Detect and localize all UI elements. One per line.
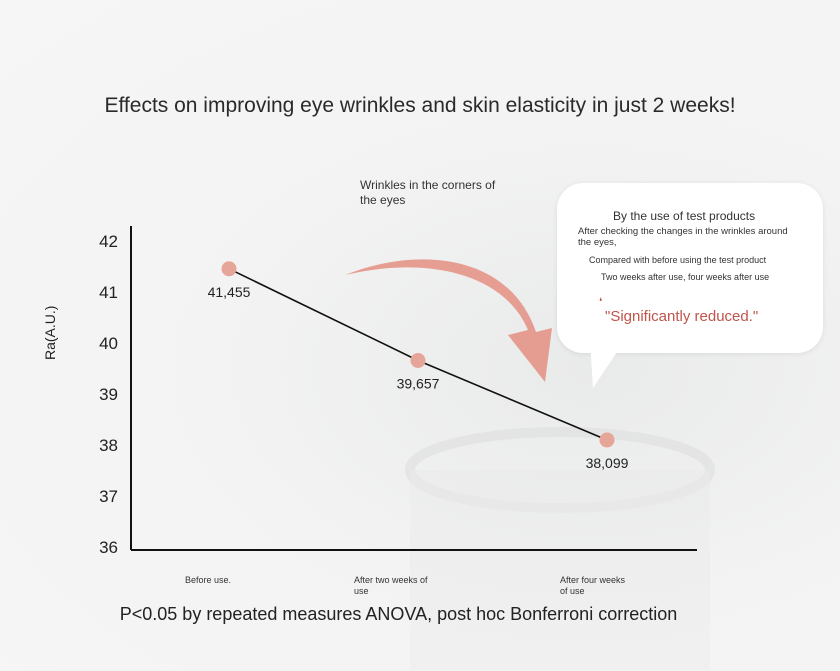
- callout-bubble: By the use of test products After checki…: [557, 183, 823, 353]
- y-tick-label: 39: [99, 385, 118, 404]
- data-point: [221, 261, 237, 277]
- callout-quote: "Significantly reduced.": [605, 308, 759, 325]
- data-label: 38,099: [586, 455, 629, 471]
- callout-heading: By the use of test products: [613, 209, 756, 223]
- curved-arrow: [345, 259, 552, 382]
- chart-title: Wrinkles in the corners of the eyes: [360, 178, 496, 207]
- callout-line-2: Compared with before using the test prod…: [589, 255, 767, 265]
- y-axis-label: Ra(A.U.): [42, 305, 58, 360]
- callout-line-3: Two weeks after use, four weeks after us…: [601, 272, 770, 282]
- y-tick-label: 37: [99, 487, 118, 506]
- x-tick-label: After two weeks of use: [354, 575, 428, 596]
- page-title: Effects on improving eye wrinkles and sk…: [104, 94, 736, 117]
- y-tick-label: 40: [99, 334, 118, 353]
- background-glass: [405, 427, 715, 670]
- data-point: [410, 352, 426, 368]
- y-tick-label: 36: [99, 538, 118, 557]
- x-tick-label: After four weeks of use: [560, 575, 626, 596]
- y-tick-label: 38: [99, 436, 118, 455]
- data-label: 39,657: [397, 375, 440, 391]
- callout-line-1: After checking the changes in the wrinkl…: [578, 226, 788, 248]
- callout-tail: [590, 340, 625, 388]
- footnote: P<0.05 by repeated measures ANOVA, post …: [119, 604, 678, 624]
- data-label: 41,455: [208, 284, 251, 300]
- y-tick-label: 41: [99, 283, 118, 302]
- y-tick-label: 42: [99, 232, 118, 251]
- quote-mark-icon: ❛: [599, 297, 603, 308]
- x-tick-label: Before use.: [185, 575, 231, 585]
- data-point: [599, 432, 615, 448]
